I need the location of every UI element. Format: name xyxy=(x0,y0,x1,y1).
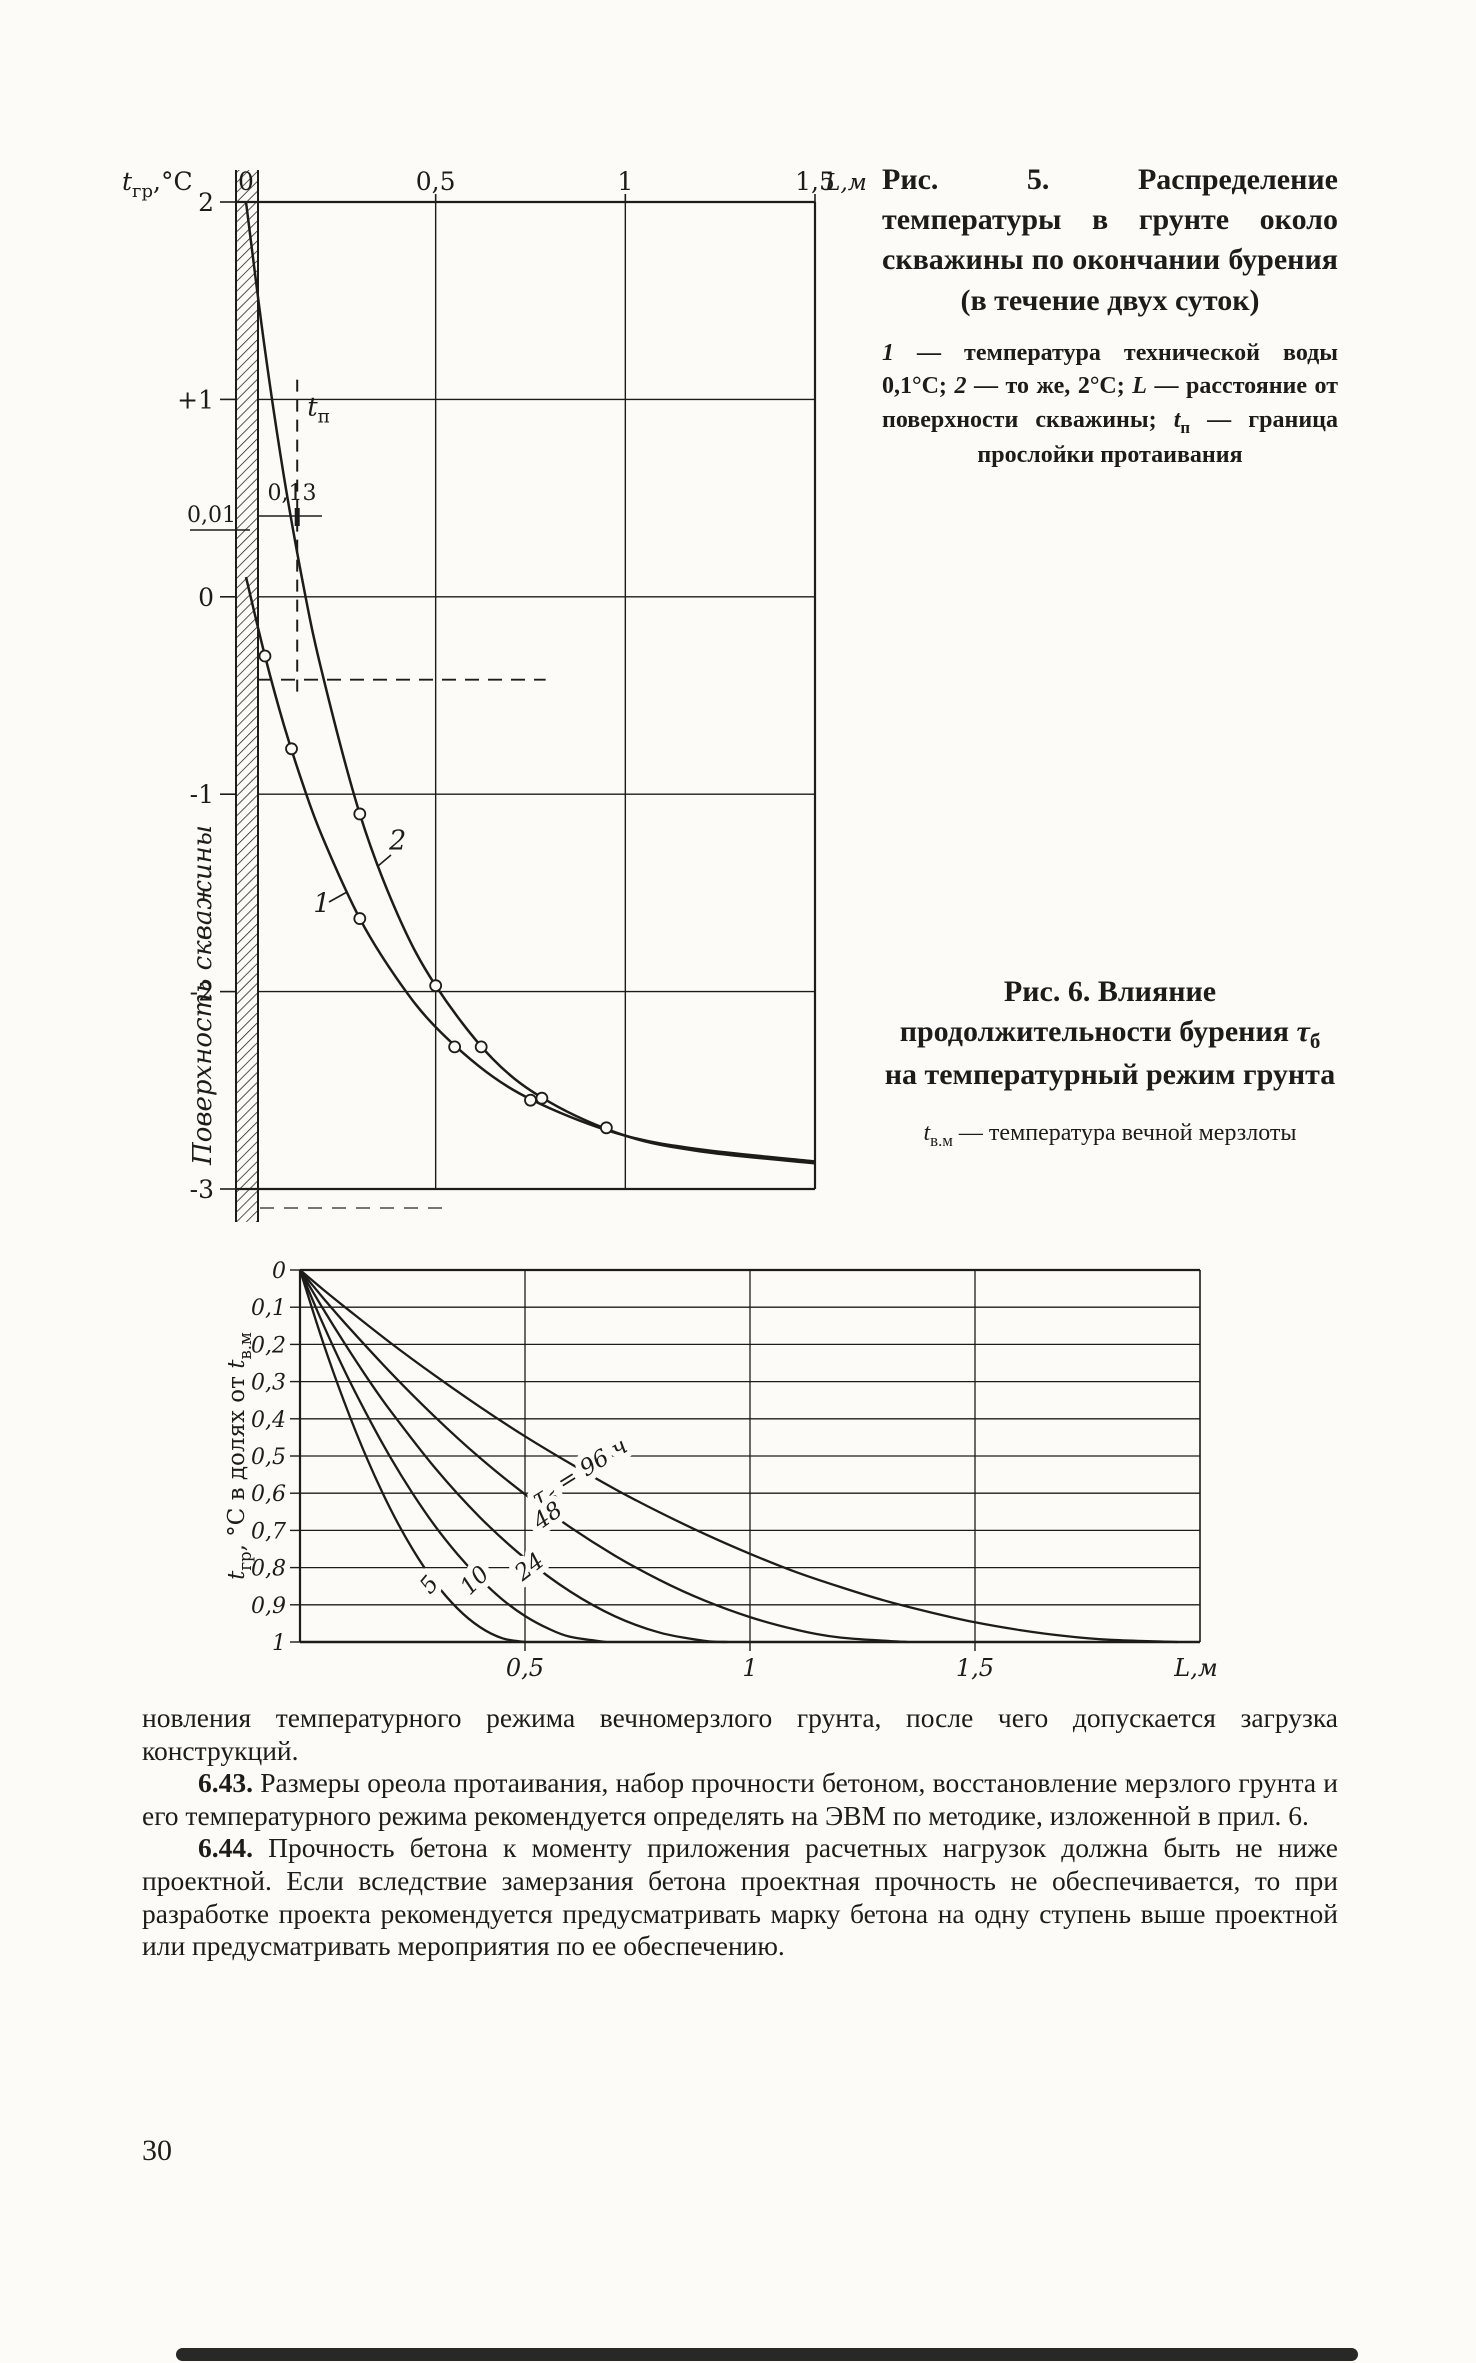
fig6-caption-legend: tв.м — температура вечной мерзлоты xyxy=(923,1119,1297,1150)
svg-text:0,5: 0,5 xyxy=(506,1654,544,1682)
svg-text:1,5: 1,5 xyxy=(956,1654,994,1682)
clause-number: 6.43. xyxy=(198,1767,253,1799)
svg-text:1: 1 xyxy=(272,1631,286,1656)
clause-number: 6.44. xyxy=(198,1832,253,1864)
fig6-chart: 0 0,1 0,2 0,3 0,4 0,5 0,6 0,7 0,8 0,9 1 0,5 1 1,5 L,м t… xyxy=(224,1259,1218,1682)
fig5-chart: 2 +1 0 -1 -2 -3 0 0,5 1 1,5L,м tгр,°C Поверхность с… xyxy=(122,167,867,1222)
legend-tp-key: t xyxy=(1173,406,1181,433)
svg-text:0,5: 0,5 xyxy=(251,1445,286,1470)
svg-text:0: 0 xyxy=(238,167,254,196)
page-number: 30 xyxy=(142,2134,172,2167)
body-text: новления температурного режима вечномерз… xyxy=(142,1702,1338,1963)
svg-text:2: 2 xyxy=(388,825,406,856)
svg-text:1,5: 1,5 xyxy=(795,167,835,196)
svg-text:0,9: 0,9 xyxy=(251,1594,286,1619)
fig5-caption-title: Рис. 5. Распределение температуры в грун… xyxy=(882,163,1338,317)
svg-text:0,3: 0,3 xyxy=(251,1371,286,1396)
paragraph-continuation: новления температурного режима вечномерз… xyxy=(142,1702,1338,1766)
svg-text:0,2: 0,2 xyxy=(251,1333,286,1358)
svg-text:0,7: 0,7 xyxy=(251,1519,286,1544)
legend-curve1-key: 1 xyxy=(882,339,894,366)
svg-text:L,м: L,м xyxy=(824,170,867,196)
svg-text:2: 2 xyxy=(198,188,214,217)
svg-text:0,01: 0,01 xyxy=(187,503,236,528)
fig5-caption-legend: 1 — температура технической воды 0,1°С; … xyxy=(882,339,1339,469)
svg-text:tгр, °С в долях от tв.м: tгр, °С в долях от tв.м xyxy=(224,1332,255,1580)
fig6-caption: Рис. 6. Влияние продолжительности бурени… xyxy=(882,972,1338,1155)
svg-text:Поверхность скважины: Поверхность скважины xyxy=(188,825,218,1166)
svg-text:0,5: 0,5 xyxy=(416,167,456,196)
svg-text:-3: -3 xyxy=(190,1175,214,1204)
svg-text:0,8: 0,8 xyxy=(251,1557,286,1582)
svg-text:tп: tп xyxy=(307,393,330,428)
legend-curve2-key: 2 xyxy=(954,373,967,400)
svg-text:0,13: 0,13 xyxy=(268,481,317,506)
svg-text:L,м: L,м xyxy=(1173,1654,1217,1682)
svg-text:0,1: 0,1 xyxy=(251,1296,286,1321)
svg-text:-1: -1 xyxy=(190,780,214,809)
svg-text:-2: -2 xyxy=(190,978,214,1007)
svg-text:0: 0 xyxy=(198,583,214,612)
legend-L-key: L xyxy=(1132,373,1147,400)
svg-text:1: 1 xyxy=(313,889,330,920)
svg-text:1: 1 xyxy=(742,1654,757,1682)
svg-text:0,6: 0,6 xyxy=(251,1482,286,1507)
fig6-caption-title: Рис. 6. Влияние продолжительности бурени… xyxy=(884,975,1336,1092)
svg-text:+1: +1 xyxy=(177,385,214,414)
figure-captions: Рис. 5. Распределение температуры в грун… xyxy=(882,160,1338,1250)
paragraph-6-43: 6.43. Размеры ореола протаивания, набор … xyxy=(142,1767,1338,1831)
svg-text:tгр,°C: tгр,°C xyxy=(122,167,193,202)
scan-edge-artifact xyxy=(176,2348,1358,2361)
svg-text:24: 24 xyxy=(509,1548,549,1587)
paragraph-6-44: 6.44. Прочность бетона к моменту приложе… xyxy=(142,1832,1338,1962)
svg-text:0,4: 0,4 xyxy=(251,1408,286,1433)
svg-text:0: 0 xyxy=(272,1259,286,1284)
svg-text:1: 1 xyxy=(617,167,633,196)
